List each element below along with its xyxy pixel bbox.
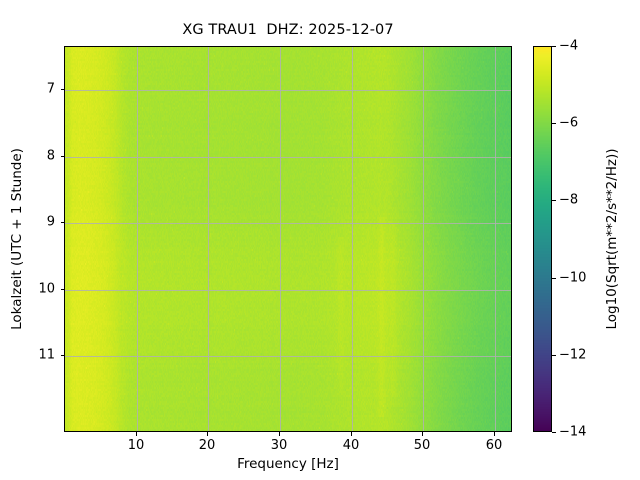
page-title: XG TRAU1 DHZ: 2025-12-07 <box>182 22 394 38</box>
y-axis-label: Lokalzeit (UTC + 1 Stunde) <box>9 148 25 330</box>
y-tick-mark <box>60 222 64 223</box>
x-tick-mark <box>351 432 352 436</box>
spectrogram-plot-area[interactable] <box>64 46 512 432</box>
x-tick-mark <box>279 432 280 436</box>
y-tick-mark <box>60 156 64 157</box>
x-axis-label: Frequency [Hz] <box>237 456 339 472</box>
x-tick-label: 40 <box>342 438 360 453</box>
y-tick-label: 8 <box>46 148 55 164</box>
colorbar-tick-mark <box>552 200 556 201</box>
colorbar-tick-mark <box>552 355 556 356</box>
colorbar-tick-label: −12 <box>559 347 587 363</box>
y-tick-mark <box>60 89 64 90</box>
x-tick-label: 60 <box>485 438 503 453</box>
x-tick-mark <box>136 432 137 436</box>
x-tick-label: 30 <box>270 438 288 453</box>
y-tick-label: 10 <box>38 281 55 297</box>
colorbar-tick-mark <box>552 432 556 433</box>
y-tick-mark <box>60 289 64 290</box>
x-tick-mark <box>207 432 208 436</box>
y-tick-mark <box>60 355 64 356</box>
spectrogram-image <box>65 47 511 431</box>
colorbar-tick-label: −4 <box>559 38 579 54</box>
colorbar-tick-mark <box>552 46 556 47</box>
colorbar-tick-label: −10 <box>559 270 587 286</box>
y-tick-label: 9 <box>46 214 55 230</box>
x-tick-label: 10 <box>127 438 145 453</box>
colorbar-label: Log10(Sqrt(m**2/s**2/Hz)) <box>604 148 620 330</box>
colorbar-tick-label: −14 <box>559 424 587 440</box>
y-tick-label: 7 <box>46 81 55 97</box>
x-tick-label: 50 <box>413 438 431 453</box>
colorbar-tick-label: −6 <box>559 115 579 131</box>
x-tick-mark <box>494 432 495 436</box>
colorbar-tick-label: −8 <box>559 192 579 208</box>
colorbar-tick-mark <box>552 123 556 124</box>
colorbar-gradient <box>534 47 551 431</box>
y-tick-label: 11 <box>38 347 55 363</box>
colorbar-tick-mark <box>552 278 556 279</box>
x-tick-label: 20 <box>198 438 216 453</box>
colorbar[interactable] <box>533 46 552 432</box>
x-tick-mark <box>422 432 423 436</box>
